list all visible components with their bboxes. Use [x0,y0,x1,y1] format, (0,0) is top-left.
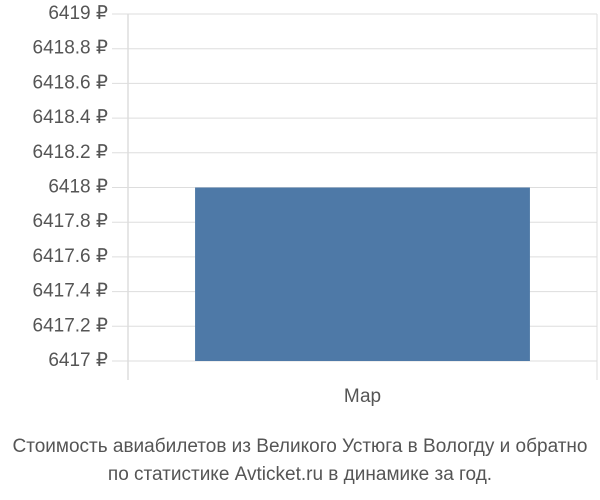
y-tick-label: 6418 ₽ [48,177,108,198]
y-tick-label: 6418.2 ₽ [33,142,108,163]
bar [195,187,530,361]
x-tick-label: Мар [344,386,381,407]
chart-subtitle: по статистике Avticket.ru в динамике за … [108,464,492,485]
y-tick-label: 6419 ₽ [48,3,108,24]
y-tick-label: 6417 ₽ [48,350,108,371]
chart-title: Стоимость авиабилетов из Великого Устюга… [13,436,588,457]
y-tick-label: 6417.6 ₽ [33,246,108,267]
y-tick-label: 6418.6 ₽ [33,72,108,93]
y-tick-label: 6418.4 ₽ [33,107,108,128]
y-tick-label: 6418.8 ₽ [33,38,108,59]
y-tick-label: 6417.8 ₽ [33,211,108,232]
y-tick-label: 6417.4 ₽ [33,281,108,302]
y-tick-label: 6417.2 ₽ [33,315,108,336]
